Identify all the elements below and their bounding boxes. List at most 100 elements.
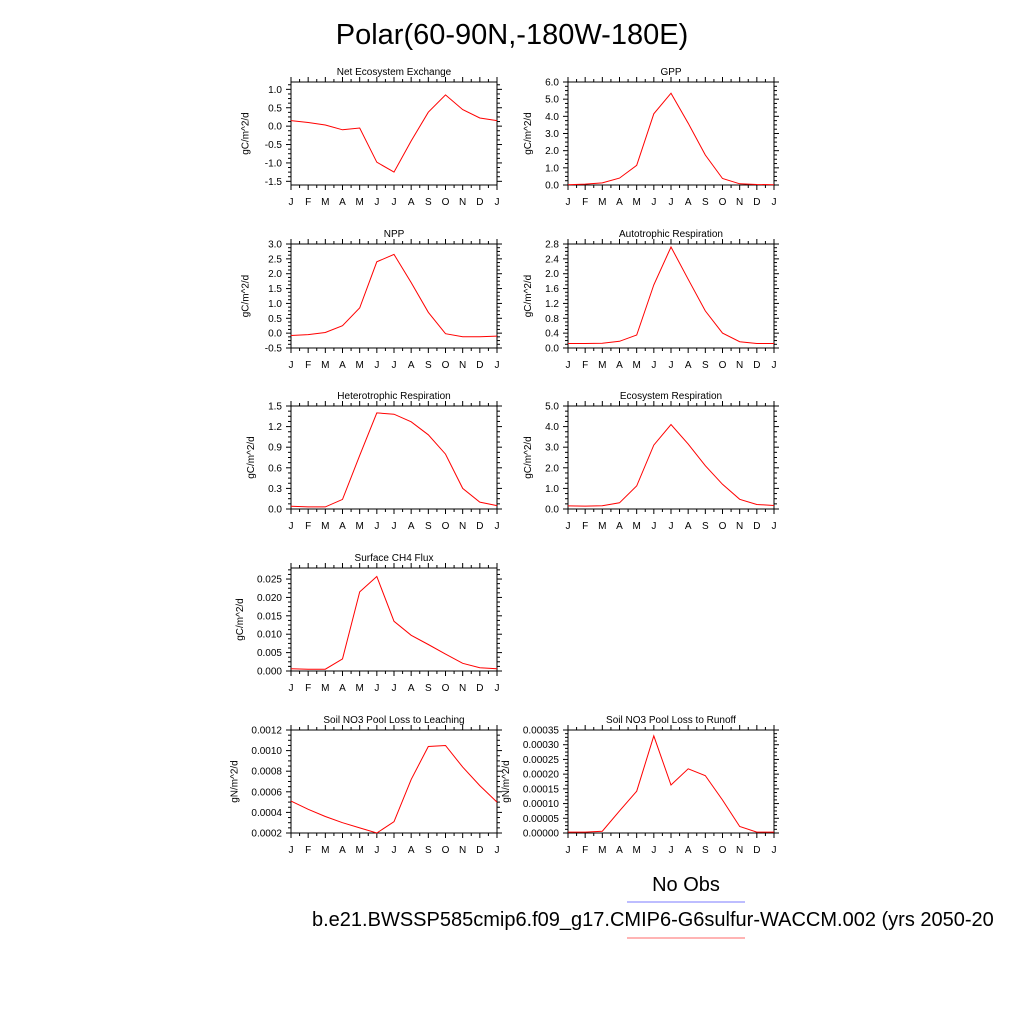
y-tick-label: 0.015 — [257, 611, 282, 622]
x-tick-label: F — [305, 845, 311, 856]
y-tick-label: 1.5 — [268, 402, 282, 413]
x-tick-label: S — [425, 845, 432, 856]
x-tick-label: J — [651, 197, 656, 208]
x-tick-label: O — [442, 683, 450, 694]
panel-title: Soil NO3 Pool Loss to Runoff — [606, 715, 736, 726]
y-axis-label: gC/m^2/d — [235, 598, 246, 641]
x-tick-label: D — [753, 845, 760, 856]
x-tick-label: J — [392, 683, 397, 694]
series-line — [568, 734, 774, 833]
x-tick-label: J — [566, 521, 571, 532]
x-tick-label: D — [476, 683, 483, 694]
y-tick-label: 3.0 — [545, 443, 559, 454]
y-tick-label: -1.5 — [265, 177, 283, 188]
y-tick-label: 2.0 — [545, 269, 559, 280]
x-tick-label: A — [408, 197, 415, 208]
y-tick-label: 1.0 — [545, 163, 559, 174]
series-line — [290, 94, 498, 173]
y-tick-label: 0.0006 — [251, 787, 282, 798]
x-tick-label: F — [305, 197, 311, 208]
x-tick-label: M — [632, 845, 640, 856]
x-tick-label: N — [459, 521, 466, 532]
x-tick-label: O — [719, 521, 727, 532]
x-tick-label: J — [651, 521, 656, 532]
y-tick-label: 0.5 — [268, 103, 282, 114]
x-tick-label: J — [374, 521, 379, 532]
x-tick-label: F — [305, 683, 311, 694]
panel-title: Autotrophic Respiration — [619, 229, 723, 240]
plot-frame — [290, 81, 498, 186]
x-tick-label: J — [495, 683, 500, 694]
x-tick-label: O — [719, 845, 727, 856]
x-tick-label: O — [719, 197, 727, 208]
x-tick-label: M — [632, 197, 640, 208]
x-tick-label: M — [321, 845, 329, 856]
x-tick-label: A — [339, 197, 346, 208]
x-tick-label: A — [685, 521, 692, 532]
series-line — [290, 744, 498, 834]
x-tick-label: F — [305, 521, 311, 532]
plot-frame — [567, 81, 775, 186]
plot-frame — [290, 567, 498, 672]
y-tick-label: 0.3 — [268, 484, 282, 495]
x-tick-label: J — [566, 845, 571, 856]
x-tick-label: D — [476, 521, 483, 532]
x-tick-label: M — [321, 521, 329, 532]
y-tick-label: 2.0 — [268, 269, 282, 280]
x-tick-label: S — [702, 197, 709, 208]
x-tick-label: J — [495, 845, 500, 856]
x-tick-label: M — [321, 360, 329, 371]
series-line — [567, 423, 775, 507]
y-tick-label: 0.4 — [545, 329, 559, 340]
panel-title: Heterotrophic Respiration — [337, 391, 450, 402]
x-tick-label: M — [355, 197, 363, 208]
plot-frame — [290, 729, 498, 834]
y-tick-label: 0.0008 — [251, 767, 282, 778]
x-tick-label: J — [392, 360, 397, 371]
x-tick-label: M — [632, 360, 640, 371]
y-axis-label: gC/m^2/d — [241, 275, 252, 318]
x-tick-label: A — [339, 845, 346, 856]
x-tick-label: J — [566, 197, 571, 208]
x-tick-label: A — [408, 521, 415, 532]
x-tick-label: O — [442, 197, 450, 208]
x-tick-label: M — [632, 521, 640, 532]
x-tick-label: M — [355, 683, 363, 694]
y-tick-label: -0.5 — [265, 344, 283, 355]
y-axis-label: gN/m^2/d — [229, 760, 240, 803]
y-tick-label: -0.5 — [265, 140, 283, 151]
x-tick-label: S — [425, 197, 432, 208]
x-tick-label: M — [598, 845, 606, 856]
x-tick-label: A — [339, 360, 346, 371]
y-tick-label: 0.5 — [268, 314, 282, 325]
legend-label-case: b.e21.BWSSP585cmip6.f09_g17.CMIP6-G6sulf… — [312, 909, 994, 931]
y-tick-label: 0.00010 — [523, 799, 560, 810]
y-tick-label: 0.00025 — [523, 755, 560, 766]
y-tick-label: 1.2 — [545, 299, 559, 310]
x-tick-label: F — [582, 845, 588, 856]
x-tick-label: M — [355, 360, 363, 371]
x-tick-label: J — [495, 197, 500, 208]
x-tick-label: S — [425, 683, 432, 694]
x-tick-label: M — [321, 683, 329, 694]
y-tick-label: 2.0 — [545, 463, 559, 474]
x-tick-label: S — [702, 521, 709, 532]
x-tick-label: A — [685, 360, 692, 371]
x-tick-label: N — [459, 197, 466, 208]
y-tick-label: 0.000 — [257, 667, 282, 678]
panel-title: GPP — [660, 67, 681, 78]
series-line — [290, 575, 498, 670]
x-tick-label: A — [616, 197, 623, 208]
x-tick-label: M — [598, 360, 606, 371]
panel-title: Ecosystem Respiration — [620, 391, 722, 402]
x-tick-label: J — [374, 845, 379, 856]
x-tick-label: J — [289, 521, 294, 532]
series-line — [567, 92, 775, 186]
plot-frame — [290, 243, 498, 349]
x-tick-label: A — [408, 360, 415, 371]
x-tick-label: J — [374, 360, 379, 371]
y-tick-label: 0.00020 — [523, 770, 560, 781]
